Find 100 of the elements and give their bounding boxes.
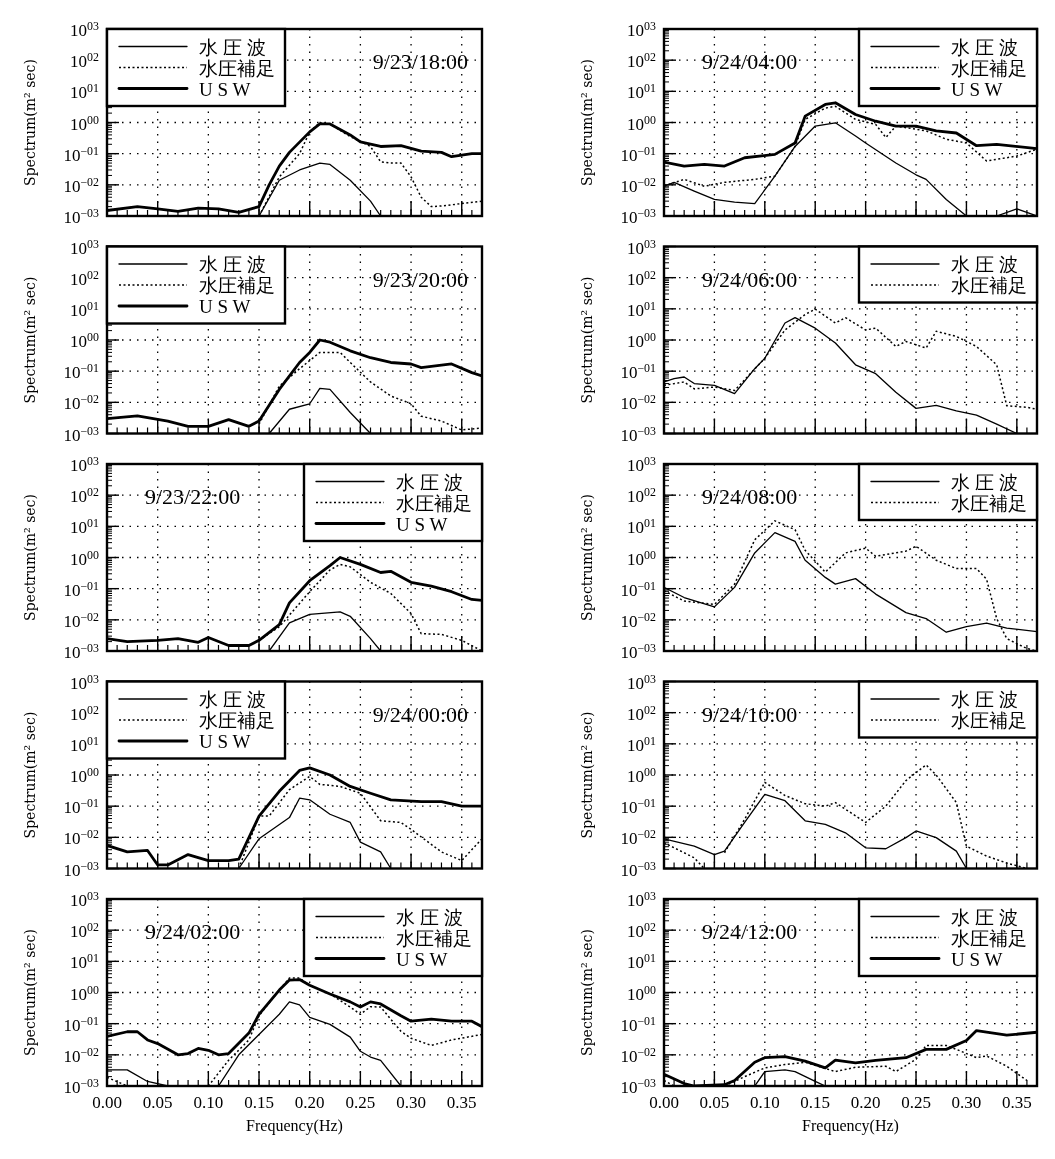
y-tick-label: 10$^{00}$ — [627, 547, 657, 569]
y-tick-label: 10$^{00}$ — [70, 547, 100, 569]
legend-label: 水圧補足 — [199, 710, 275, 731]
y-tick-label: 10$^{03}$ — [70, 19, 100, 40]
legend-label: 水圧補足 — [951, 927, 1027, 949]
y-tick-label: 10$^{02}$ — [627, 702, 657, 724]
annotation: 9/23/18:00 — [372, 49, 468, 74]
y-axis-title: Spectrum(m² sec) — [579, 276, 595, 404]
legend-label: U S W — [199, 78, 251, 100]
annotation: 9/23/22:00 — [145, 484, 241, 509]
y-tick-label: 10$^{00}$ — [70, 765, 100, 786]
x-tick-label: 0.05 — [142, 1093, 173, 1112]
y-tick-label: 10$^{−02}$ — [620, 1044, 657, 1066]
y-tick-label: 10$^{−02}$ — [63, 174, 100, 196]
y-tick-label: 10$^{03}$ — [627, 671, 657, 693]
y-tick-label: 10$^{−01}$ — [63, 1013, 100, 1035]
legend-label: 水圧補足 — [199, 57, 275, 79]
x-tick-label: 0.15 — [800, 1093, 831, 1112]
y-tick-label: 10$^{02}$ — [70, 485, 100, 507]
legend-label: U S W — [199, 731, 251, 752]
y-tick-label: 10$^{−02}$ — [63, 392, 100, 414]
y-tick-label: 10$^{−03}$ — [63, 641, 100, 662]
y-axis-title: Spectrum(m² sec) — [579, 711, 595, 839]
y-tick-label: 10$^{03}$ — [70, 454, 100, 475]
y-tick-label: 10$^{00}$ — [627, 982, 657, 1004]
y-tick-label: 10$^{02}$ — [70, 50, 100, 72]
y-tick-label: 10$^{03}$ — [70, 671, 100, 693]
legend-label: 水圧補足 — [396, 492, 472, 514]
y-tick-label: 10$^{02}$ — [627, 920, 657, 942]
y-tick-label: 10$^{−02}$ — [620, 392, 657, 414]
y-tick-label: 10$^{−01}$ — [620, 143, 657, 165]
y-axis-title: Spectrum(m² sec) — [22, 929, 38, 1056]
legend-label: 水 圧 波 — [951, 906, 1018, 928]
y-tick-label: 10$^{02}$ — [627, 267, 657, 289]
legend-label: 水圧補足 — [951, 57, 1027, 79]
y-tick-label: 10$^{−03}$ — [620, 206, 657, 227]
y-tick-label: 10$^{02}$ — [627, 485, 657, 507]
x-tick-label: 0.25 — [345, 1093, 376, 1112]
annotation: 9/24/00:00 — [372, 701, 468, 727]
y-tick-label: 10$^{01}$ — [70, 298, 100, 320]
y-tick-label: 10$^{−02}$ — [63, 1044, 100, 1066]
y-tick-label: 10$^{01}$ — [70, 516, 100, 538]
x-tick-label: 0.20 — [294, 1093, 325, 1112]
y-tick-label: 10$^{00}$ — [627, 765, 657, 786]
x-axis-title: Frequency(Hz) — [802, 1117, 899, 1135]
legend-label: 水 圧 波 — [951, 254, 1018, 275]
legend-label: U S W — [199, 296, 251, 317]
y-tick-label: 10$^{−01}$ — [63, 796, 100, 818]
x-tick-label: 0.05 — [699, 1093, 730, 1112]
x-tick-label: 0.35 — [446, 1093, 477, 1112]
x-tick-label: 0.25 — [901, 1093, 931, 1112]
y-tick-label: 10$^{00}$ — [70, 330, 100, 351]
y-tick-label: 10$^{−03}$ — [620, 858, 657, 880]
legend-label: 水 圧 波 — [199, 36, 266, 58]
legend-label: 水圧補足 — [396, 927, 472, 949]
annotation: 9/23/20:00 — [372, 266, 468, 292]
y-tick-label: 10$^{01}$ — [627, 951, 657, 973]
legend-label: U S W — [951, 948, 1003, 970]
y-tick-label: 10$^{01}$ — [70, 81, 100, 103]
y-tick-label: 10$^{03}$ — [627, 19, 657, 40]
legend-label: U S W — [951, 78, 1003, 100]
y-tick-label: 10$^{−03}$ — [620, 641, 657, 662]
y-axis-title: Spectrum(m² sec) — [579, 59, 595, 186]
x-tick-label: 0.35 — [1001, 1093, 1032, 1112]
y-tick-label: 10$^{−03}$ — [620, 423, 657, 445]
y-tick-label: 10$^{03}$ — [627, 454, 657, 475]
y-tick-label: 10$^{02}$ — [70, 702, 100, 724]
y-tick-label: 10$^{00}$ — [627, 112, 657, 134]
legend-label: 水 圧 波 — [396, 471, 463, 493]
legend-label: 水圧補足 — [951, 275, 1027, 296]
y-tick-label: 10$^{−01}$ — [620, 796, 657, 818]
y-tick-label: 10$^{01}$ — [70, 733, 100, 755]
y-tick-label: 10$^{02}$ — [70, 920, 100, 942]
y-tick-label: 10$^{−01}$ — [63, 361, 100, 383]
legend-label: 水 圧 波 — [396, 906, 463, 928]
legend-label: 水圧補足 — [951, 710, 1027, 731]
y-tick-label: 10$^{00}$ — [70, 982, 100, 1004]
x-tick-label: 0.20 — [850, 1093, 881, 1112]
annotation: 9/24/06:00 — [702, 266, 798, 292]
y-tick-label: 10$^{−03}$ — [63, 858, 100, 880]
legend-label: 水圧補足 — [199, 275, 275, 296]
y-tick-label: 10$^{01}$ — [627, 81, 657, 103]
y-axis-title: Spectrum(m² sec) — [579, 929, 595, 1056]
y-tick-label: 10$^{−02}$ — [620, 609, 657, 631]
y-tick-label: 10$^{01}$ — [627, 298, 657, 320]
x-axis-title: Frequency(Hz) — [246, 1117, 343, 1135]
x-tick-label: 0.30 — [396, 1093, 426, 1112]
y-tick-label: 10$^{00}$ — [70, 112, 100, 134]
y-tick-label: 10$^{−02}$ — [63, 609, 100, 631]
y-tick-label: 10$^{01}$ — [627, 516, 657, 538]
y-tick-label: 10$^{03}$ — [627, 889, 657, 910]
annotation: 9/24/02:00 — [145, 919, 241, 944]
annotation: 9/24/10:00 — [702, 701, 798, 727]
legend-label: 水 圧 波 — [199, 254, 266, 275]
y-tick-label: 10$^{03}$ — [627, 236, 657, 258]
y-axis-title: Spectrum(m² sec) — [22, 711, 38, 839]
y-tick-label: 10$^{−01}$ — [620, 578, 657, 600]
legend-label: 水 圧 波 — [199, 689, 266, 710]
y-tick-label: 10$^{01}$ — [70, 951, 100, 973]
legend-label: 水 圧 波 — [951, 471, 1018, 493]
